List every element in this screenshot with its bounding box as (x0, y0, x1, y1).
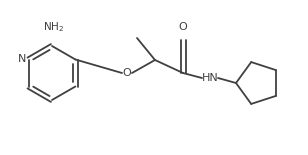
Text: HN: HN (202, 73, 218, 83)
Text: O: O (123, 68, 132, 78)
Text: O: O (179, 22, 187, 32)
Text: N: N (18, 53, 26, 64)
Text: NH$_2$: NH$_2$ (43, 20, 65, 34)
